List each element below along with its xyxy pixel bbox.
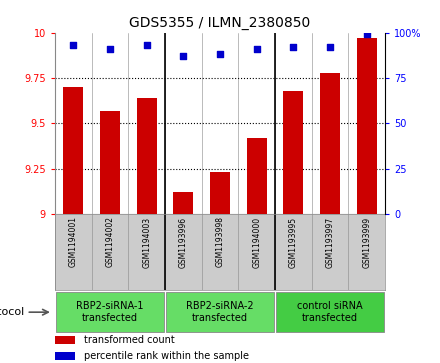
Text: GSM1193998: GSM1193998	[216, 216, 224, 268]
Text: GSM1193999: GSM1193999	[362, 216, 371, 268]
Bar	[55, 352, 75, 360]
Point	[253, 46, 260, 52]
Text: protocol: protocol	[0, 307, 24, 317]
Text: GSM1194003: GSM1194003	[142, 216, 151, 268]
Text: GSM1194002: GSM1194002	[106, 216, 114, 268]
Bar	[100, 111, 120, 214]
FancyBboxPatch shape	[56, 292, 164, 332]
Text: percentile rank within the sample: percentile rank within the sample	[84, 351, 249, 361]
Text: GSM1194000: GSM1194000	[252, 216, 261, 268]
Point	[180, 53, 187, 59]
FancyBboxPatch shape	[276, 292, 384, 332]
Text: GSM1193996: GSM1193996	[179, 216, 188, 268]
Point	[363, 32, 370, 37]
Bar	[55, 336, 75, 344]
Bar	[173, 192, 194, 214]
Bar	[63, 87, 84, 214]
Point	[70, 42, 77, 48]
Bar	[356, 38, 377, 214]
Text: RBP2-siRNA-2
transfected: RBP2-siRNA-2 transfected	[186, 301, 254, 323]
Point	[290, 44, 297, 50]
Text: transformed count: transformed count	[84, 335, 174, 345]
Text: control siRNA
transfected: control siRNA transfected	[297, 301, 363, 323]
Bar	[320, 73, 340, 214]
Bar	[246, 138, 267, 214]
Point	[106, 46, 114, 52]
Text: GSM1193997: GSM1193997	[326, 216, 334, 268]
Text: RBP2-siRNA-1
transfected: RBP2-siRNA-1 transfected	[76, 301, 144, 323]
Bar	[283, 91, 304, 214]
Point	[143, 42, 150, 48]
Title: GDS5355 / ILMN_2380850: GDS5355 / ILMN_2380850	[129, 16, 311, 30]
Text: GSM1193995: GSM1193995	[289, 216, 298, 268]
Bar	[136, 98, 157, 214]
Point	[216, 52, 224, 57]
Bar	[210, 172, 230, 214]
Text: GSM1194001: GSM1194001	[69, 216, 78, 268]
FancyBboxPatch shape	[166, 292, 274, 332]
Point	[326, 44, 334, 50]
